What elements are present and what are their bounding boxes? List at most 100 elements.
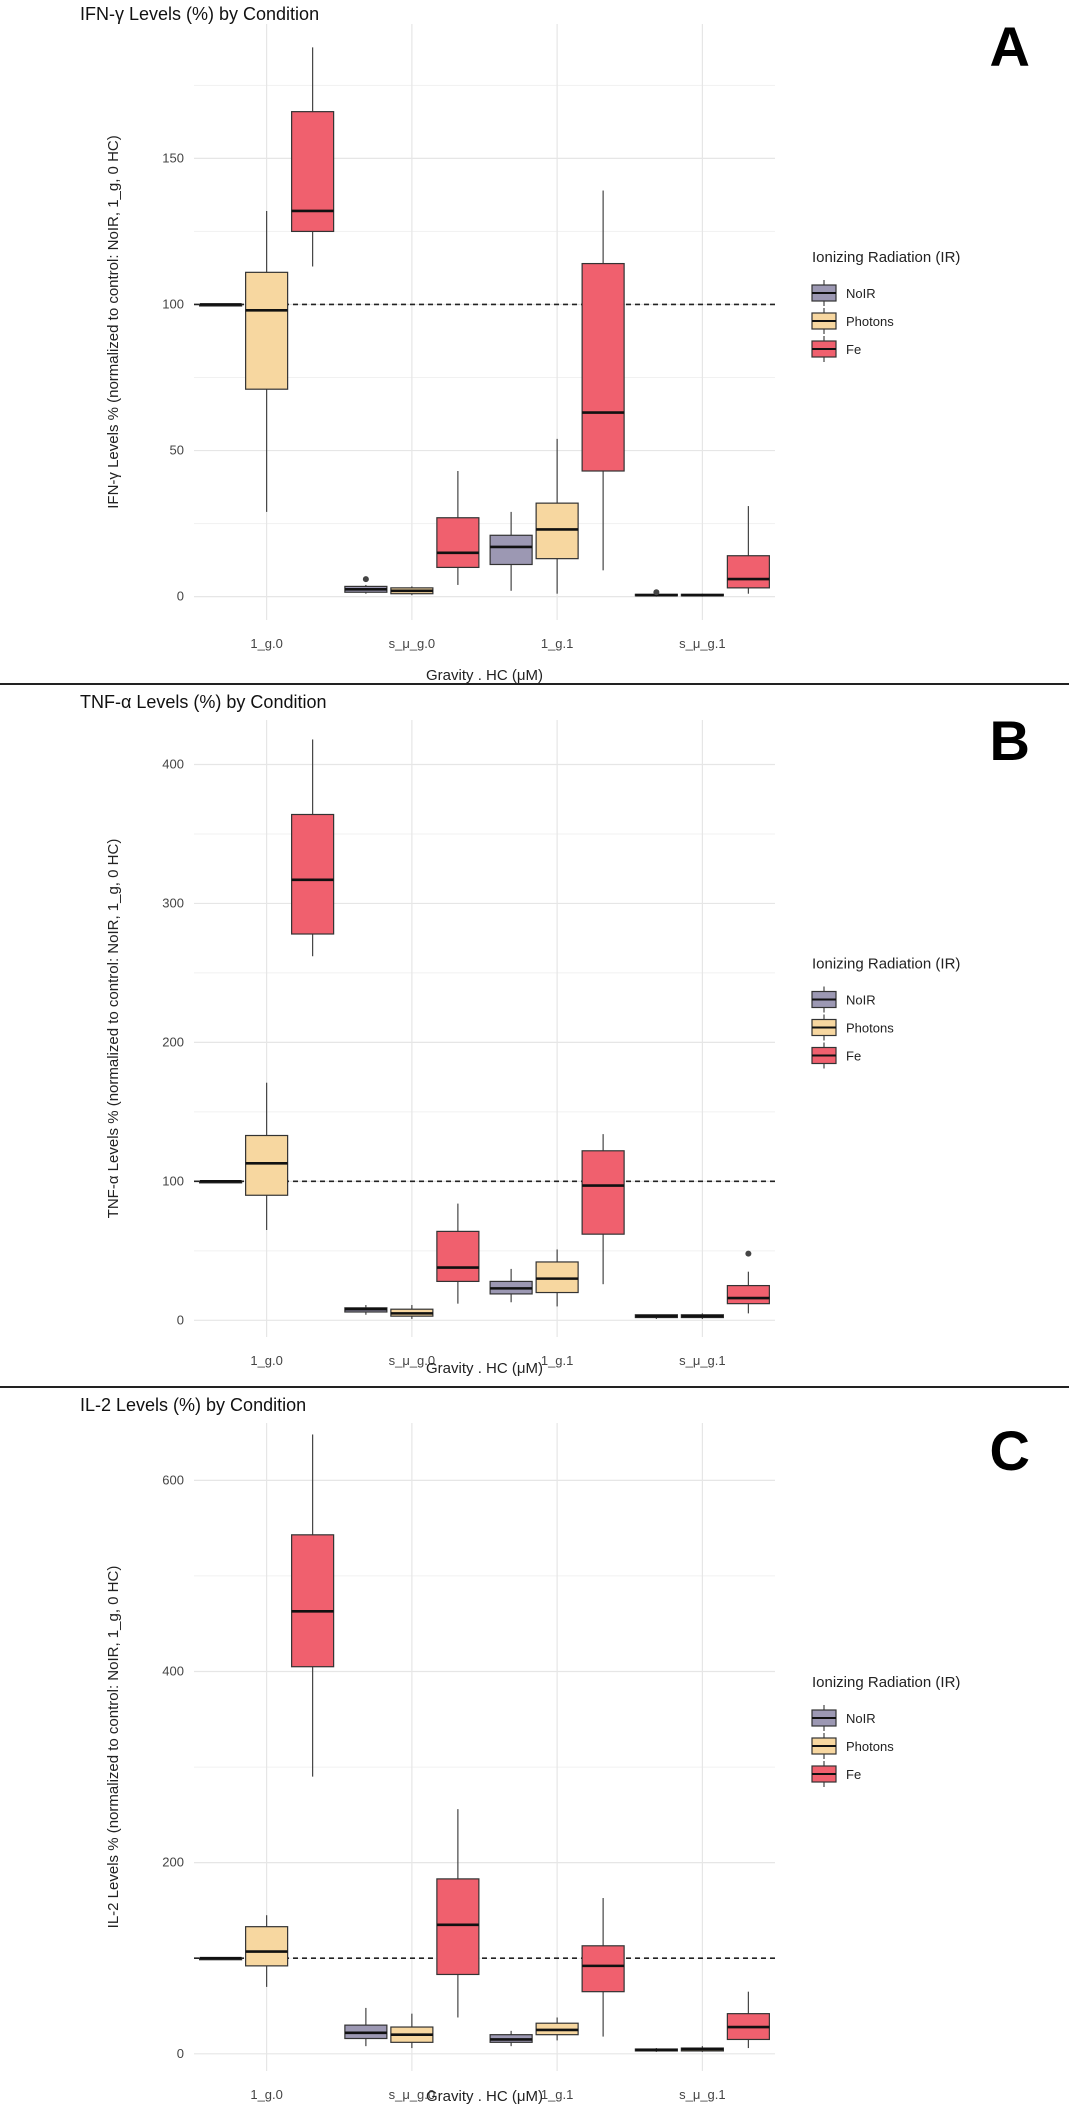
y-tick-label: 150: [162, 150, 184, 165]
box-photons-2: [390, 2013, 434, 2049]
box-photons-1: [245, 210, 289, 512]
x-tick-label: s_μ_g.1: [679, 1353, 726, 1368]
x-tick-label: 1_g.0: [250, 2087, 283, 2102]
legend-entry-label: Photons: [846, 1021, 894, 1036]
box-noir-3: [489, 511, 533, 591]
x-axis-label: Gravity . HC (μM): [426, 1360, 543, 1377]
box-photons-4: [680, 1313, 724, 1319]
legend-title: Ionizing Radiation (IR): [812, 956, 960, 973]
legend-entry-label: Fe: [846, 342, 861, 357]
chart-title: IFN-γ Levels (%) by Condition: [80, 4, 319, 24]
divider-ab: [0, 683, 1069, 685]
box-noir-2: [344, 2007, 388, 2047]
box-body: [581, 262, 625, 472]
chart-title: IL-2 Levels (%) by Condition: [80, 1395, 306, 1415]
y-tick-label: 200: [162, 1034, 184, 1049]
legend-key-photons: [811, 308, 837, 334]
box-photons-4: [680, 593, 724, 597]
y-axis-label: TNF-α Levels % (normalized to control: N…: [105, 839, 122, 1219]
x-axis-label: Gravity . HC (μM): [426, 667, 543, 683]
box-photons-2: [390, 586, 434, 596]
y-tick-label: 100: [162, 1173, 184, 1188]
box-noir-3: [489, 2030, 533, 2047]
legend-entry-label: Photons: [846, 314, 894, 329]
y-tick-label: 400: [162, 756, 184, 771]
legend: Ionizing Radiation (IR) NoIR Photons Fe: [811, 1674, 960, 1787]
y-tick-label: 100: [162, 296, 184, 311]
legend-key-fe: [811, 1042, 837, 1069]
y-tick-label: 0: [177, 2046, 184, 2061]
box-photons-1: [245, 1915, 289, 1987]
grid: [194, 1423, 775, 2071]
outlier-point: [362, 576, 369, 583]
tnf-alpha-chart: 0 100 200 300 400 1_g.0 s_μ_g.0 1_g.1 s_μ_g.1 TNF…: [80, 692, 1030, 1377]
ifn-gamma-chart: 0 50 100 150 1_g.0 s_μ_g.0 1_g.1 s_μ_g.1 IFN-γ L…: [80, 4, 1030, 683]
box-photons-3: [535, 1249, 579, 1307]
box-body: [535, 502, 579, 560]
legend-title: Ionizing Radiation (IR): [812, 249, 960, 266]
box-body: [291, 1534, 335, 1668]
box-fe-3: [581, 190, 625, 571]
box-photons-3: [535, 2017, 579, 2041]
x-axis-label: Gravity . HC (μM): [426, 2088, 543, 2105]
legend-key-fe: [811, 336, 837, 362]
legend-key-noir: [811, 1705, 837, 1731]
panel-label: B: [990, 709, 1030, 772]
y-tick-label: 300: [162, 895, 184, 910]
box-noir-4: [634, 589, 678, 597]
box-body: [581, 1945, 625, 1993]
box-body: [291, 111, 335, 233]
box-noir-4: [634, 2048, 678, 2052]
chart-title: TNF-α Levels (%) by Condition: [80, 692, 326, 712]
legend-key-noir: [811, 986, 837, 1013]
box-fe-2: [436, 1809, 480, 2018]
box-body: [436, 517, 480, 569]
box-noir-4: [634, 1314, 678, 1319]
box-fe-1: [291, 1434, 335, 1777]
box-photons-2: [390, 1305, 434, 1319]
outlier-point: [745, 1250, 752, 1257]
x-tick-label: s_μ_g.0: [389, 636, 436, 651]
x-tick-label: 1_g.1: [541, 636, 574, 651]
x-tick-label: s_μ_g.1: [679, 2087, 726, 2102]
x-tick-label: 1_g.1: [541, 1353, 574, 1368]
box-fe-3: [581, 1898, 625, 2037]
legend-entry-label: Photons: [846, 1739, 894, 1754]
y-tick-label: 600: [162, 1472, 184, 1487]
y-tick-label: 200: [162, 1855, 184, 1870]
il-2-chart: 0 200 400 600 1_g.0 s_μ_g.0 1_g.1 s_μ_g.1 IL-2 L…: [80, 1395, 1030, 2105]
box-noir-1: [199, 303, 243, 307]
outlier-point: [653, 589, 660, 596]
panel-c: 0 200 400 600 1_g.0 s_μ_g.0 1_g.1 s_μ_g.1 IL-2 L…: [0, 1389, 1069, 2109]
y-tick-label: 50: [170, 443, 184, 458]
box-fe-2: [436, 471, 480, 585]
box-photons-4: [680, 2046, 724, 2052]
legend-entry-label: NoIR: [846, 286, 876, 301]
panel-a: 0 50 100 150 1_g.0 s_μ_g.0 1_g.1 s_μ_g.1 IFN-γ L…: [0, 0, 1069, 683]
box-body: [245, 1926, 289, 1967]
box-fe-1: [291, 47, 335, 267]
x-tick-label: 1_g.0: [250, 1353, 283, 1368]
box-body: [726, 1284, 770, 1305]
legend-entry-label: NoIR: [846, 993, 876, 1008]
box-fe-2: [436, 1203, 480, 1304]
box-noir-1: [199, 1180, 243, 1184]
box-fe-4: [726, 1991, 770, 2049]
box-fe-3: [581, 1134, 625, 1285]
box-photons-1: [245, 1082, 289, 1230]
x-tick-label: 1_g.0: [250, 636, 283, 651]
box-body: [535, 1261, 579, 1294]
legend-entry-label: Fe: [846, 1767, 861, 1782]
y-tick-label: 0: [177, 589, 184, 604]
box-body: [436, 1230, 480, 1283]
box-noir-3: [489, 1268, 533, 1303]
box-noir-2: [344, 576, 388, 594]
legend: Ionizing Radiation (IR) NoIR Photons Fe: [811, 249, 960, 362]
grid: [194, 720, 775, 1337]
box-body: [726, 555, 770, 589]
panel-b: 0 100 200 300 400 1_g.0 s_μ_g.0 1_g.1 s_μ_g.1 TNF…: [0, 686, 1069, 1386]
box-noir-2: [344, 1305, 388, 1315]
legend-key-photons: [811, 1014, 837, 1041]
divider-bc: [0, 1386, 1069, 1388]
box-body: [291, 813, 335, 935]
